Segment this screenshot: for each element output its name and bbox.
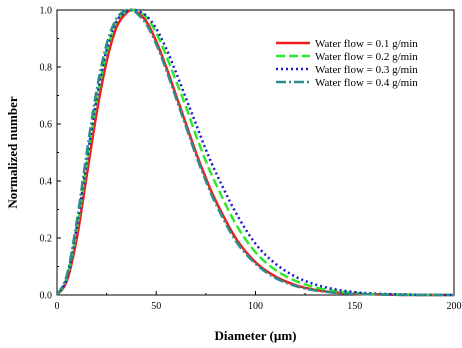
x-tick-label: 50 [151, 301, 161, 312]
series-line-4 [55, 8, 455, 297]
y-tick-label: 0.0 [40, 291, 53, 302]
x-tick-label: 150 [347, 301, 362, 312]
y-tick-label: 0.8 [40, 63, 53, 74]
legend-label-2: Water flow = 0.2 g/min [315, 51, 418, 63]
x-axis-title: Diameter (µm) [215, 328, 297, 343]
plot-area [56, 9, 455, 296]
y-axis: 0.0 0.2 0.4 0.6 0.8 1.0 [40, 6, 61, 302]
y-tick-label: 1.0 [40, 6, 53, 17]
y-axis-title: Normalized number [5, 96, 20, 209]
series-layer [55, 8, 455, 297]
series-line-2 [55, 8, 455, 297]
y-tick-label: 0.4 [40, 177, 53, 188]
x-tick-label: 100 [248, 301, 263, 312]
x-tick-label: 0 [55, 301, 60, 312]
legend-label-1: Water flow = 0.1 g/min [315, 38, 418, 50]
y-tick-label: 0.6 [40, 120, 53, 131]
x-axis: 0 50 100 150 200 [55, 291, 462, 312]
legend-label-4: Water flow = 0.4 g/min [315, 77, 418, 89]
x-tick-label: 200 [447, 301, 462, 312]
legend-label-3: Water flow = 0.3 g/min [315, 64, 418, 76]
y-tick-label: 0.2 [40, 234, 53, 245]
